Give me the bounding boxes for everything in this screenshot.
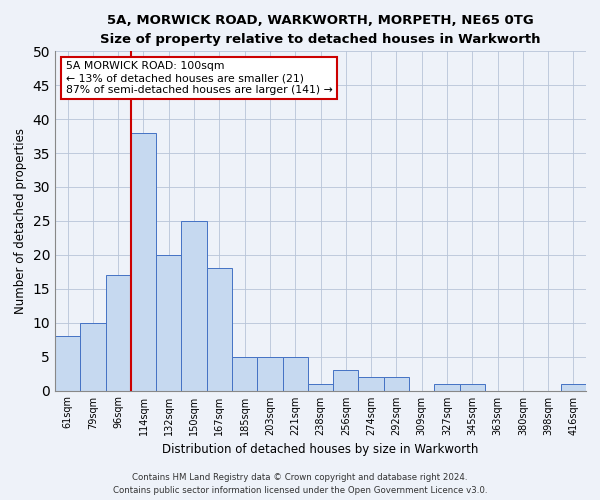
Bar <box>55 336 80 390</box>
Bar <box>384 377 409 390</box>
X-axis label: Distribution of detached houses by size in Warkworth: Distribution of detached houses by size … <box>163 443 479 456</box>
Bar <box>257 356 283 390</box>
Bar <box>358 377 384 390</box>
Y-axis label: Number of detached properties: Number of detached properties <box>14 128 27 314</box>
Bar <box>308 384 333 390</box>
Bar <box>232 356 257 390</box>
Text: Contains HM Land Registry data © Crown copyright and database right 2024.
Contai: Contains HM Land Registry data © Crown c… <box>113 474 487 495</box>
Bar <box>434 384 460 390</box>
Title: 5A, MORWICK ROAD, WARKWORTH, MORPETH, NE65 0TG
Size of property relative to deta: 5A, MORWICK ROAD, WARKWORTH, MORPETH, NE… <box>100 14 541 46</box>
Bar <box>131 132 156 390</box>
Text: 5A MORWICK ROAD: 100sqm
← 13% of detached houses are smaller (21)
87% of semi-de: 5A MORWICK ROAD: 100sqm ← 13% of detache… <box>65 62 332 94</box>
Bar <box>561 384 586 390</box>
Bar <box>80 322 106 390</box>
Bar <box>206 268 232 390</box>
Bar <box>460 384 485 390</box>
Bar <box>106 275 131 390</box>
Bar <box>283 356 308 390</box>
Bar <box>156 255 181 390</box>
Bar <box>181 221 206 390</box>
Bar <box>333 370 358 390</box>
